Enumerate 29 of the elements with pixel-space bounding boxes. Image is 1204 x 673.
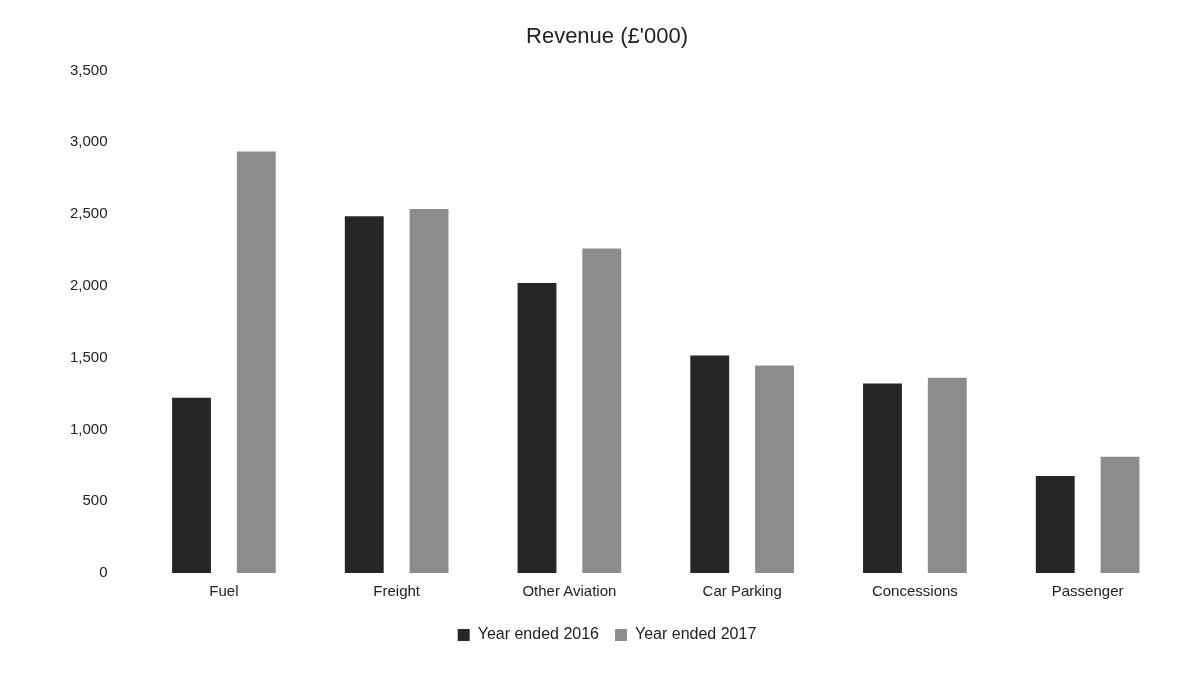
y-tick-label: 0: [99, 563, 108, 581]
legend-label: Year ended 2017: [635, 625, 757, 643]
bar: [690, 355, 730, 573]
x-tick-label: Freight: [373, 582, 421, 600]
bar: [755, 365, 794, 573]
x-tick-label: Other Aviation: [522, 582, 617, 600]
y-tick-label: 3,000: [69, 132, 108, 150]
bar: [927, 377, 967, 573]
x-tick-label: Fuel: [209, 582, 239, 600]
bar: [517, 282, 557, 573]
chart-title: Revenue (£'000): [526, 23, 688, 49]
y-tick-label: 1,000: [69, 419, 108, 437]
x-tick-label: Concessions: [871, 582, 958, 600]
y-tick-label: 1,500: [69, 347, 108, 365]
bar: [863, 383, 902, 573]
bar: [172, 397, 211, 573]
bar: [236, 151, 276, 573]
x-tick-label: Car Parking: [702, 582, 782, 600]
x-tick-label: Passenger: [1051, 582, 1124, 600]
y-tick-label: 2,000: [69, 275, 108, 293]
bar: [582, 248, 622, 573]
y-tick-label: 2,500: [69, 204, 108, 222]
legend-label: Year ended 2016: [477, 625, 600, 643]
bar: [344, 216, 384, 573]
y-tick-label: 3,500: [69, 60, 108, 78]
bar: [1035, 476, 1075, 573]
y-tick-label: 500: [82, 491, 108, 509]
bar: [409, 208, 449, 573]
bar: [1100, 456, 1140, 573]
